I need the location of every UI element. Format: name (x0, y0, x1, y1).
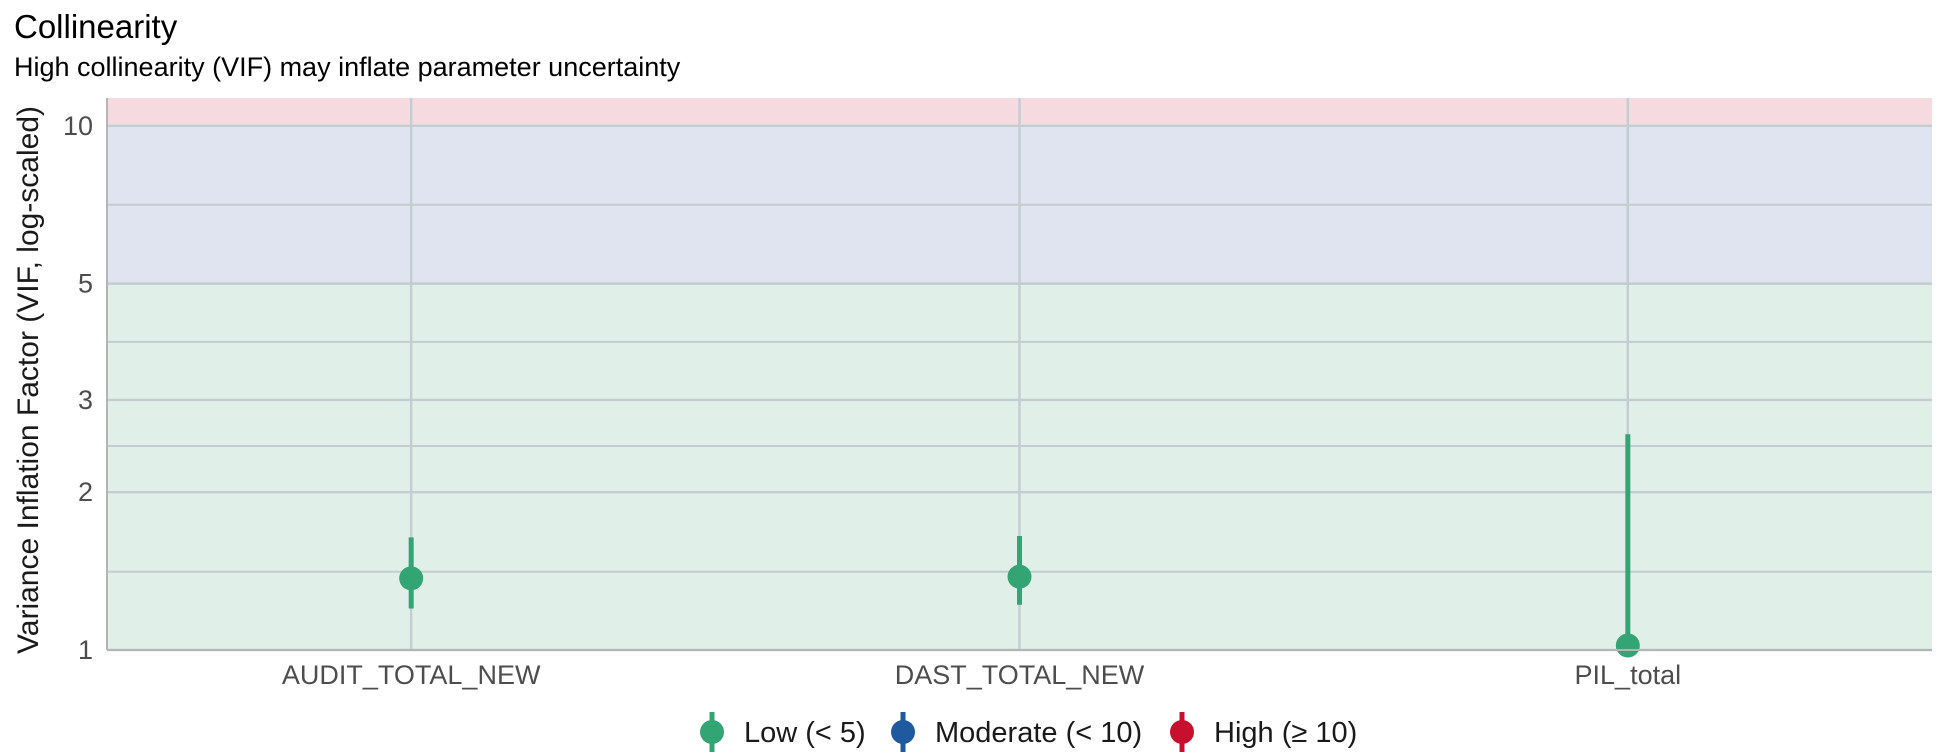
y-axis-title: Variance Inflation Factor (VIF, log-scal… (12, 106, 45, 654)
chart-title: Collinearity (14, 8, 178, 45)
x-tick-label: AUDIT_TOTAL_NEW (282, 660, 541, 690)
y-tick-label: 10 (63, 111, 93, 141)
x-tick-label: PIL_total (1575, 660, 1682, 690)
legend-key-dot (1170, 720, 1194, 744)
chart-subtitle: High collinearity (VIF) may inflate para… (14, 52, 681, 82)
legend-label: High (≥ 10) (1214, 717, 1357, 749)
vif-point (399, 566, 424, 591)
y-tick-label: 5 (78, 269, 93, 299)
axes: 1 2 3 5 10 AUDIT_TOTAL_NEW DAST_TOTAL_NEW PIL_t… (63, 98, 1932, 690)
legend-key-dot (700, 720, 724, 744)
legend-key-dot (891, 720, 915, 744)
legend-label: Moderate (< 10) (935, 717, 1142, 749)
data-points (399, 434, 1640, 658)
legend-label: Low (< 5) (744, 717, 866, 749)
x-tick-label: DAST_TOTAL_NEW (895, 660, 1145, 690)
y-tick-label: 3 (78, 385, 93, 415)
y-tick-label: 2 (78, 477, 93, 507)
vif-point (1615, 633, 1640, 658)
vif-point (1007, 564, 1032, 589)
y-tick-label: 1 (78, 635, 93, 665)
legend: Low (< 5) Moderate (< 10) High (≥ 10) (700, 712, 1357, 752)
